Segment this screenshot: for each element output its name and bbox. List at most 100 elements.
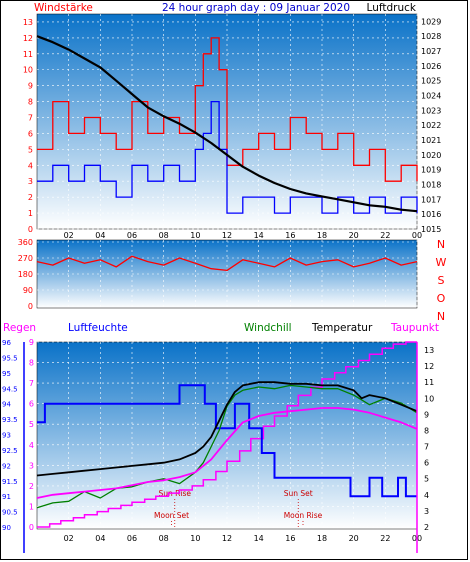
temperature-tick-label: 2 — [424, 523, 429, 532]
rain-line — [37, 341, 417, 528]
wind-tick-label: 12 — [23, 34, 33, 43]
annotation-label: Sun Set — [284, 489, 313, 498]
wind-gust-line — [37, 100, 418, 214]
dewpoint-line — [36, 407, 418, 499]
pressure-tick-label: 1019 — [421, 166, 441, 175]
pressure-tick-label: 1027 — [421, 47, 441, 56]
pressure-tick-label: 1022 — [421, 121, 441, 130]
legend-dewpoint: Taupunkt — [390, 322, 439, 334]
humidity-tick-label: 92.5 — [2, 447, 18, 455]
wind-tick-label: 5 — [28, 145, 33, 154]
humidity-tick-label: 94 — [2, 401, 11, 409]
legend-temperature: Temperatur — [311, 322, 373, 334]
pressure-tick-label: 1025 — [421, 77, 441, 86]
humidity-tick-label: 96 — [2, 339, 11, 347]
time-tick-label: 10 — [190, 534, 200, 543]
temperature-tick-label: 4 — [424, 491, 429, 500]
pressure-tick-label: 1018 — [421, 181, 441, 190]
pressure-tick-label: 1026 — [421, 62, 441, 71]
wind-direction-line — [36, 255, 418, 272]
temperature-tick-label: 8 — [424, 426, 429, 435]
direction-axis-labels: 0 90 180 270 360 — [18, 238, 33, 311]
time-tick-label: 08 — [159, 231, 169, 240]
compass-label: O — [437, 292, 446, 305]
wind-speed-line — [37, 37, 418, 182]
time-tick-label: 12 — [222, 534, 232, 543]
pressure-axis-title: Luftdruck — [367, 2, 417, 14]
windchill-line — [36, 384, 418, 509]
wind-tick-label: 9 — [28, 82, 33, 91]
wind-panel-time-labels: 02 04 06 08 10 12 14 16 18 20 22 00 — [64, 231, 423, 240]
wind-tick-label: 10 — [23, 66, 33, 75]
pressure-tick-label: 1023 — [421, 106, 441, 115]
pressure-axis-labels: 1015 1016 1017 1018 1019 1020 1021 1022 1023 1024… — [421, 17, 441, 234]
direction-tick-label: 90 — [23, 286, 33, 295]
temperature-tick-label: 11 — [424, 378, 434, 387]
direction-tick-label: 270 — [18, 254, 33, 263]
wind-tick-label: 4 — [28, 161, 33, 170]
pressure-tick-label: 1021 — [421, 136, 441, 145]
rain-tick-label: 2 — [29, 482, 34, 491]
temperature-axis-labels: 2 3 4 5 6 7 8 9 10 11 12 13 — [424, 346, 434, 532]
time-tick-label: 22 — [380, 534, 390, 543]
direction-tick-label: 0 — [28, 302, 33, 311]
time-tick-label: 06 — [127, 231, 137, 240]
humidity-tick-label: 91 — [2, 493, 11, 501]
wind-tick-label: 13 — [23, 18, 33, 27]
wind-tick-label: 11 — [23, 50, 33, 59]
wind-tick-label: 2 — [28, 193, 33, 202]
pressure-tick-label: 1024 — [421, 92, 441, 101]
rain-tick-label: 5 — [29, 420, 34, 429]
temperature-tick-label: 10 — [424, 394, 434, 403]
rain-tick-label: 3 — [29, 461, 34, 470]
temperature-tick-label: 5 — [424, 475, 429, 484]
time-tick-label: 16 — [285, 534, 295, 543]
wind-tick-label: 7 — [28, 114, 33, 123]
pressure-tick-label: 1029 — [421, 17, 441, 26]
rain-tick-label: 7 — [29, 379, 34, 388]
wind-tick-label: 1 — [28, 209, 33, 218]
time-tick-label: 20 — [349, 231, 359, 240]
humidity-axis-labels: 90 90.5 91 91.5 92 92.5 93 93.5 94 94.5 95 95.5 96 — [2, 339, 18, 532]
direction-panel-series — [36, 255, 418, 272]
pressure-tick-label: 1020 — [421, 151, 441, 160]
annotation-label: Moon Rise — [284, 511, 323, 520]
temperature-panel-series — [36, 341, 418, 528]
time-tick-label: 02 — [64, 534, 74, 543]
legend-humidity: Luftfeuchte — [68, 322, 128, 334]
humidity-tick-label: 90.5 — [2, 509, 18, 517]
rain-axis-labels: 0 1 2 3 4 5 6 7 8 9 — [29, 338, 34, 532]
wind-axis-title: Windstärke — [34, 2, 93, 14]
time-tick-label: 04 — [95, 231, 105, 240]
compass-label: N — [437, 238, 445, 251]
humidity-tick-label: 93 — [2, 432, 11, 440]
temperature-line — [36, 381, 418, 477]
temperature-panel-background — [36, 341, 418, 530]
chart-title: 24 hour graph day : 09 Januar 2020 — [162, 2, 350, 14]
humidity-tick-label: 95.5 — [2, 354, 18, 362]
wind-tick-label: 8 — [28, 98, 33, 107]
time-tick-label: 18 — [317, 534, 327, 543]
humidity-tick-label: 92 — [2, 462, 11, 470]
pressure-tick-label: 1028 — [421, 32, 441, 41]
time-tick-label: 14 — [254, 534, 264, 543]
temperature-tick-label: 7 — [424, 443, 429, 452]
humidity-tick-label: 91.5 — [2, 478, 18, 486]
wind-tick-label: 0 — [28, 225, 33, 234]
pressure-tick-label: 1016 — [421, 210, 441, 219]
time-tick-label: 06 — [127, 534, 137, 543]
temperature-tick-label: 12 — [424, 362, 434, 371]
humidity-line — [37, 384, 417, 498]
humidity-tick-label: 93.5 — [2, 416, 18, 424]
compass-label: N — [437, 310, 445, 323]
pressure-line — [36, 35, 418, 213]
wind-panel-series — [36, 35, 418, 214]
humidity-tick-label: 95 — [2, 370, 11, 378]
time-tick-label: 22 — [380, 231, 390, 240]
direction-tick-label: 180 — [18, 270, 33, 279]
